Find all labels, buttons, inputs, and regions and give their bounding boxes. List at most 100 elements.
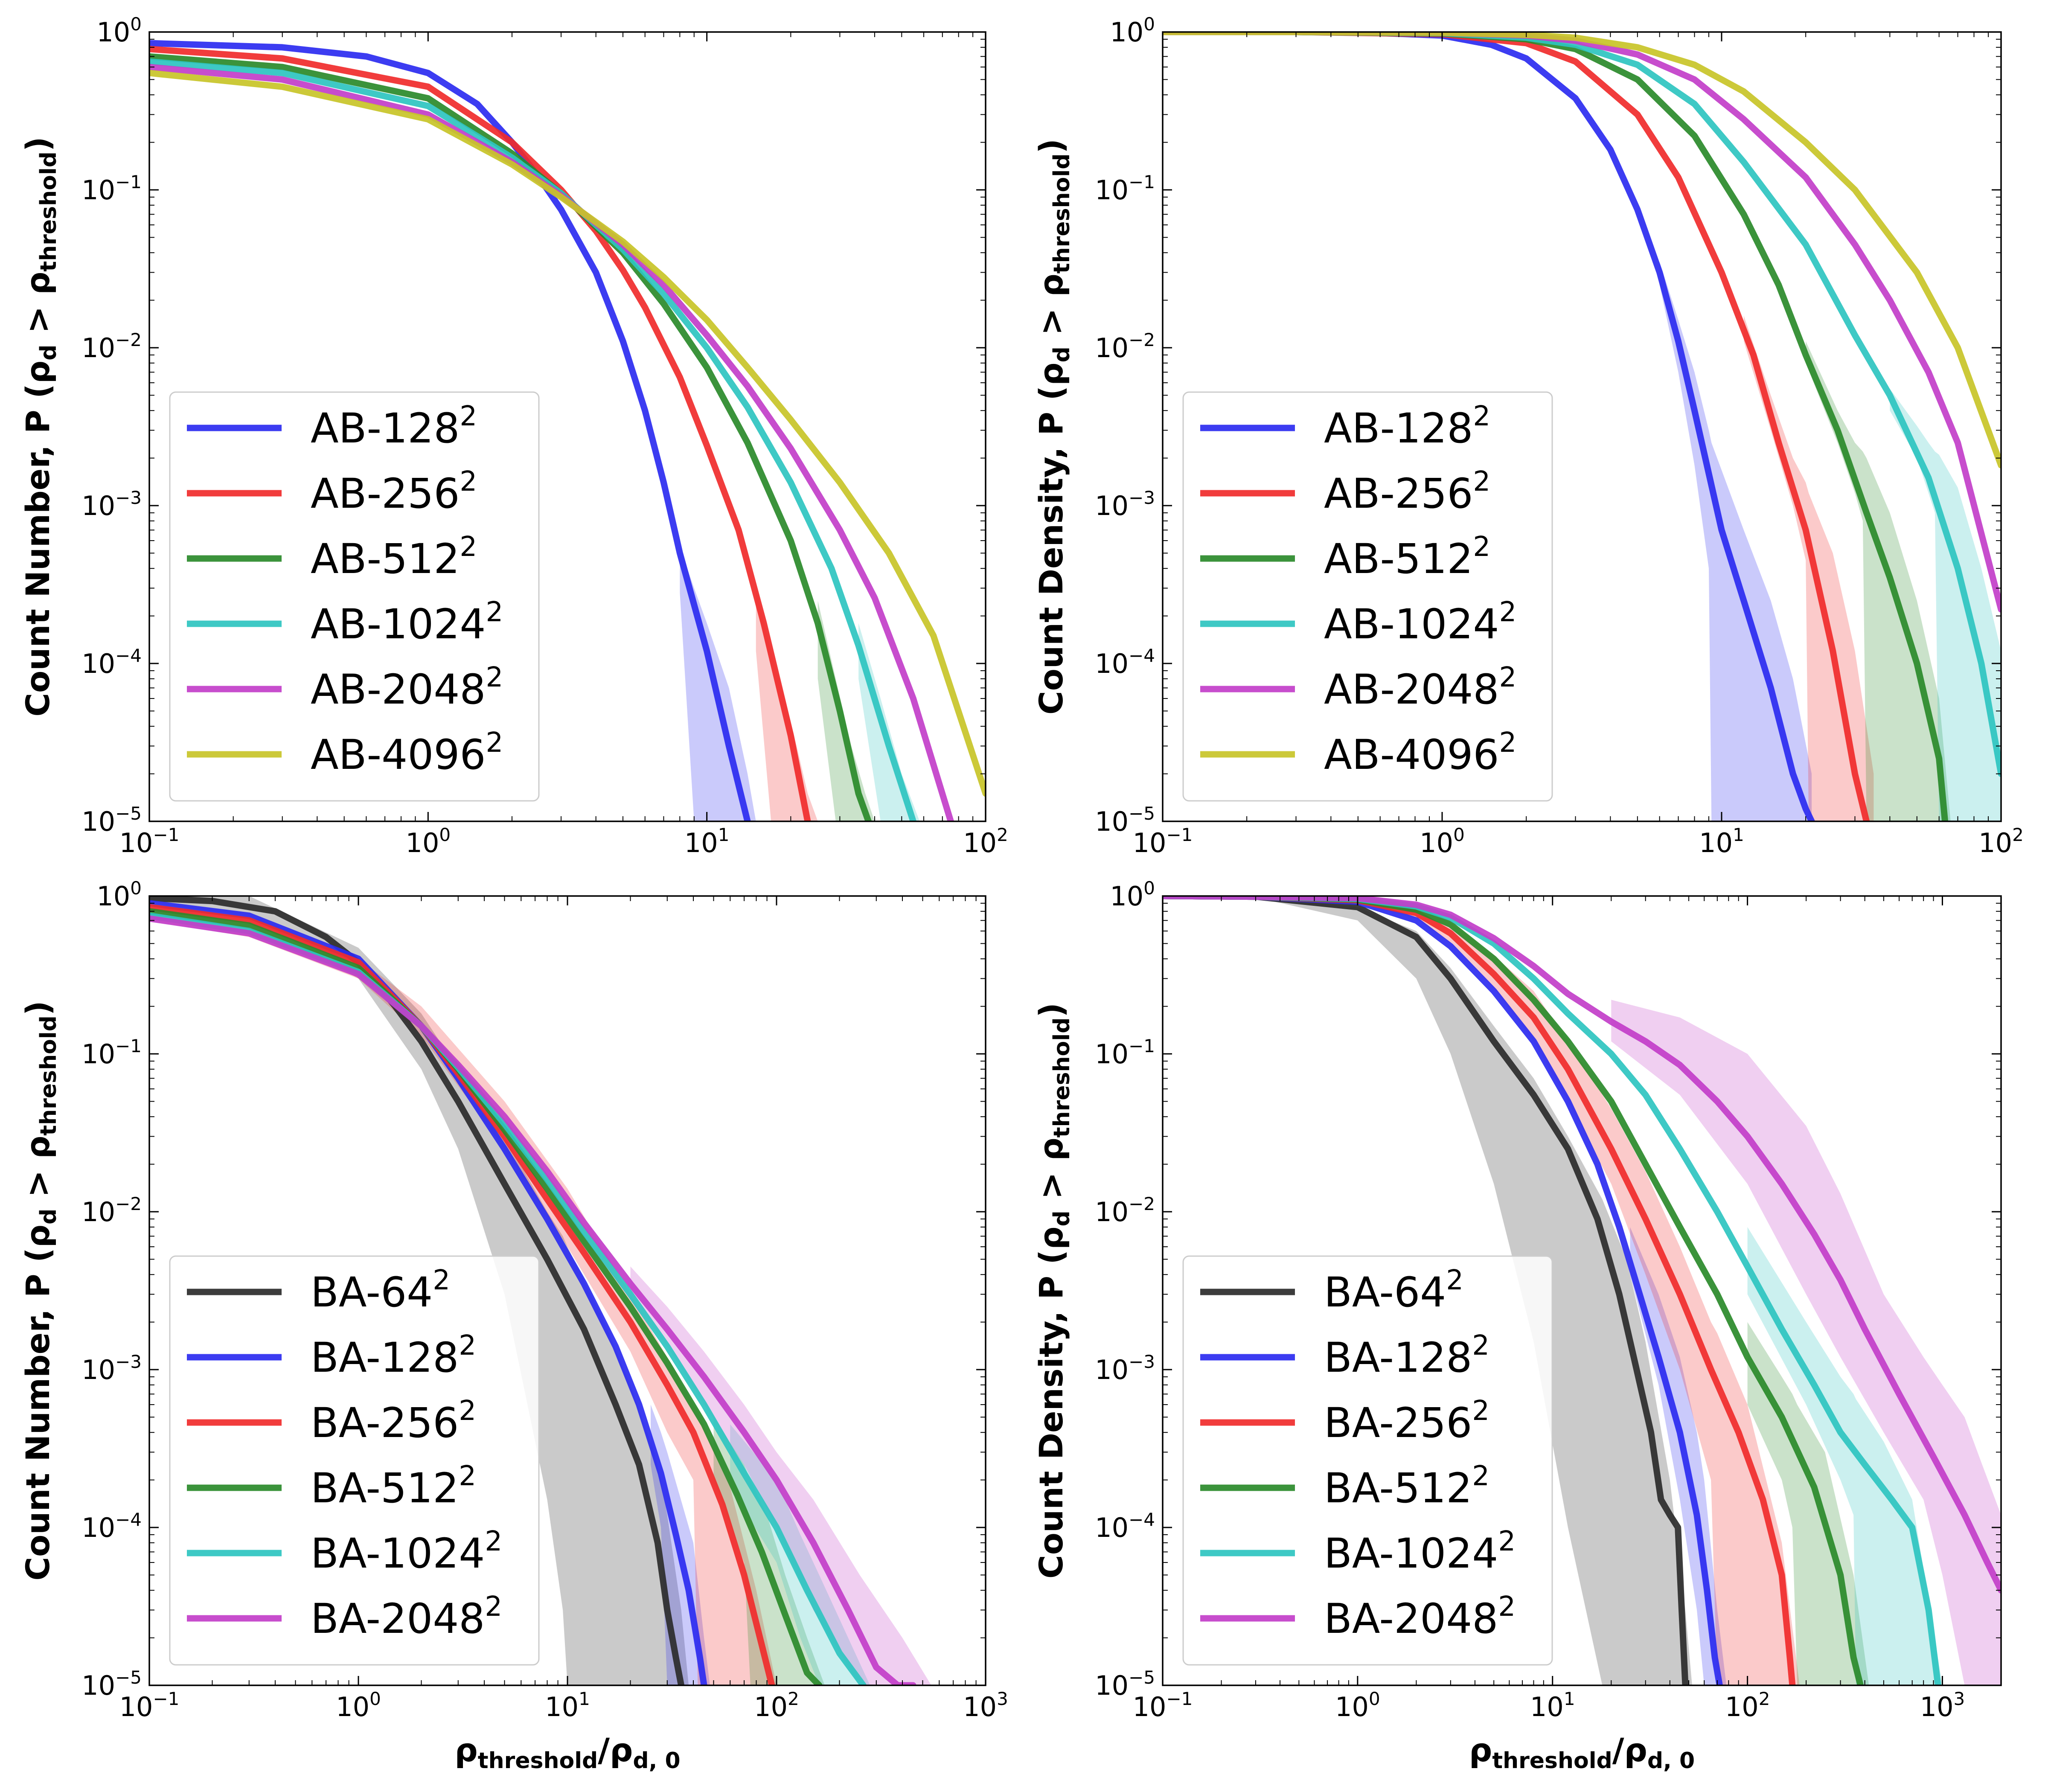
legend: AB-1282 AB-2562 AB-5122 AB-10242 AB-20482 AB-… bbox=[1182, 391, 1553, 802]
band-ba-1024 bbox=[730, 1424, 870, 1685]
legend-label-ba-256: BA-2562 bbox=[311, 1395, 476, 1447]
x-tick-label: 101 bbox=[684, 824, 730, 858]
y-tick-label: 10−2 bbox=[1095, 329, 1155, 364]
y-tick-label: 10−4 bbox=[81, 1509, 142, 1543]
legend-label-ab-2048: AB-20482 bbox=[311, 662, 503, 713]
series-line-ba-2048 bbox=[149, 915, 916, 1685]
series-line-ba-2048 bbox=[1163, 896, 2001, 1594]
panel-bottom-left: 10−1 100 101 102 103 10−5 10−4 10−3 10−2 10−1 100 C… bbox=[19, 878, 1008, 1774]
legend-label-ba-64: BA-642 bbox=[311, 1265, 450, 1316]
y-tick-label: 100 bbox=[96, 14, 142, 48]
legend-label-ab-256: AB-2562 bbox=[311, 466, 477, 518]
x-tick-label: 100 bbox=[406, 824, 451, 858]
series-lines bbox=[1163, 32, 2001, 821]
x-tick-label: 10−1 bbox=[1133, 824, 1193, 858]
y-axis-label: Count Number, P (ρd > ρthreshold) bbox=[19, 1001, 61, 1580]
x-axis-label: ρthreshold/ρd, 0 bbox=[454, 1731, 680, 1774]
x-tick-label: 100 bbox=[336, 1688, 381, 1722]
y-tick-label: 10−1 bbox=[81, 172, 142, 206]
legend-label-ab-4096: AB-40962 bbox=[1324, 727, 1516, 779]
legend: AB-1282 AB-2562 AB-5122 AB-10242 AB-20482 AB-… bbox=[169, 391, 540, 802]
series-line-ab-2048 bbox=[149, 64, 954, 821]
y-tick-label: 10−1 bbox=[1095, 172, 1155, 206]
x-tick-label: 10−1 bbox=[119, 1688, 180, 1722]
y-tick-label: 10−1 bbox=[1095, 1036, 1155, 1070]
y-tick-label: 10−3 bbox=[81, 1351, 142, 1385]
band-ba-512 bbox=[713, 1417, 825, 1685]
legend-label-ba-2048: BA-20482 bbox=[311, 1591, 502, 1643]
x-axis-label: ρthreshold/ρd, 0 bbox=[1469, 1731, 1695, 1774]
panel-top-right: 10−1 100 101 102 10−5 10−4 10−3 10−2 10−1 100 Coun… bbox=[1032, 14, 2024, 858]
x-tick-label: 100 bbox=[1335, 1688, 1380, 1722]
plot-frame bbox=[148, 31, 986, 822]
y-tick-label: 10−2 bbox=[1095, 1193, 1155, 1228]
bands bbox=[149, 896, 931, 1685]
series-line-ab-256 bbox=[149, 46, 811, 821]
y-tick-label: 100 bbox=[96, 878, 142, 912]
legend-label-ab-128: AB-1282 bbox=[1324, 401, 1490, 452]
legend-label-ba-1024: BA-10242 bbox=[1324, 1526, 1516, 1577]
band-ab-1024 bbox=[1890, 389, 2001, 821]
y-tick-label: 10−5 bbox=[1095, 1667, 1155, 1701]
y-tick-label: 10−4 bbox=[1095, 1509, 1155, 1543]
legend-label-ab-2048: AB-20482 bbox=[1324, 662, 1516, 713]
legend-label-ba-128: BA-1282 bbox=[1324, 1330, 1489, 1382]
band-ba-256 bbox=[1357, 899, 1800, 1685]
legend-label-ba-128: BA-1282 bbox=[311, 1330, 476, 1382]
band-ab-512 bbox=[817, 600, 875, 821]
y-axis-label: Count Number, P (ρd > ρthreshold) bbox=[19, 137, 61, 716]
y-tick-label: 10−3 bbox=[81, 487, 142, 521]
y-tick-label: 10−3 bbox=[1095, 1351, 1155, 1385]
series-lines bbox=[149, 896, 916, 1685]
band-ab-128 bbox=[1659, 262, 1812, 821]
plot-frame bbox=[1162, 895, 2002, 1686]
band-ab-256 bbox=[756, 588, 818, 821]
series-line-ab-1024 bbox=[149, 58, 916, 821]
series-lines bbox=[149, 40, 986, 821]
x-tick-label: 10−1 bbox=[119, 824, 180, 858]
y-axis-label: Count Density, P (ρd > ρthreshold) bbox=[1032, 1003, 1075, 1579]
y-tick-label: 10−4 bbox=[1095, 645, 1155, 679]
x-tick-label: 103 bbox=[1920, 1688, 1965, 1722]
y-tick-label: 10−5 bbox=[81, 1667, 142, 1701]
minor-ticks bbox=[149, 896, 986, 1685]
x-tick-label: 101 bbox=[1699, 824, 1744, 858]
x-tick-label: 100 bbox=[1420, 824, 1465, 858]
band-ba-64 bbox=[149, 896, 689, 1685]
y-tick-label: 10−2 bbox=[81, 1193, 142, 1228]
band-ba-2048 bbox=[630, 1266, 931, 1685]
legend-label-ab-1024: AB-10242 bbox=[311, 596, 503, 648]
x-tick-label: 10−1 bbox=[1133, 1688, 1193, 1722]
legend: BA-642 BA-1282 BA-2562 BA-5122 BA-10242 BA-20… bbox=[1182, 1255, 1553, 1666]
panel-bottom-right: 10−1 100 101 102 103 10−5 10−4 10−3 10−2 10−1 100 C… bbox=[1032, 878, 2002, 1774]
legend-label-ab-128: AB-1282 bbox=[311, 401, 477, 452]
x-tick-label: 102 bbox=[1725, 1688, 1770, 1722]
series-line-ab-512 bbox=[149, 53, 872, 821]
legend-label-ba-1024: BA-10242 bbox=[311, 1526, 502, 1577]
band-ba-256 bbox=[149, 907, 777, 1685]
legend-label-ba-256: BA-2562 bbox=[1324, 1395, 1489, 1447]
legend-label-ab-512: AB-5122 bbox=[311, 531, 477, 583]
minor-ticks bbox=[1163, 896, 2001, 1685]
y-tick-label: 10−4 bbox=[81, 645, 142, 679]
series-line-ba-64 bbox=[149, 896, 685, 1685]
y-tick-label: 10−3 bbox=[1095, 487, 1155, 521]
series-lines bbox=[1163, 896, 2001, 1685]
legend: BA-642 BA-1282 BA-2562 BA-5122 BA-10242 BA-20… bbox=[169, 1255, 540, 1666]
minor-ticks bbox=[149, 32, 986, 821]
legend-label-ab-1024: AB-10242 bbox=[1324, 596, 1516, 648]
plot-frame bbox=[1162, 31, 2002, 822]
band-ba-1024 bbox=[1747, 1227, 1943, 1685]
legend-label-ba-512: BA-5122 bbox=[1324, 1460, 1489, 1512]
legend-label-ab-4096: AB-40962 bbox=[311, 727, 503, 779]
y-tick-label: 10−5 bbox=[81, 803, 142, 837]
legend-label-ba-64: BA-642 bbox=[1324, 1265, 1463, 1316]
series-line-ab-4096 bbox=[149, 70, 986, 797]
x-tick-label: 101 bbox=[1530, 1688, 1575, 1722]
series-line-ba-64 bbox=[1163, 896, 1689, 1685]
x-tick-label: 102 bbox=[963, 824, 1008, 858]
y-tick-label: 100 bbox=[1110, 14, 1155, 48]
band-ab-512 bbox=[1806, 341, 1951, 821]
band-ba-64 bbox=[1163, 896, 1692, 1685]
